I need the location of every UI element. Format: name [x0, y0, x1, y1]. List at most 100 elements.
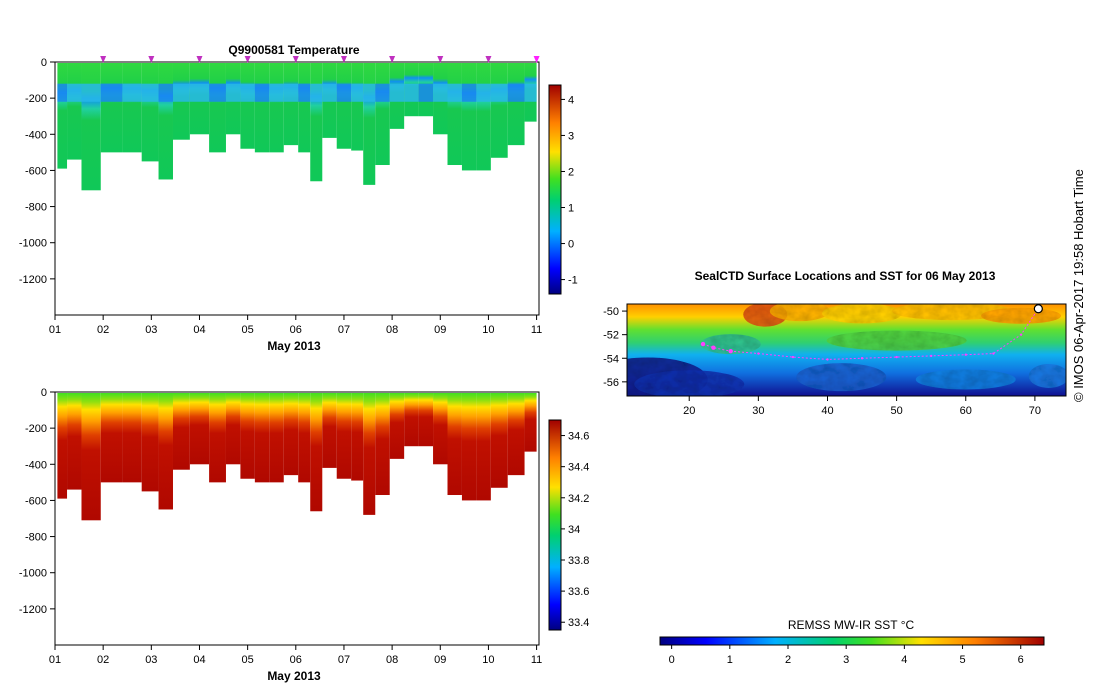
temperature-panel: Q9900581 Temperature 0 -200 -400 -600 -800 -1… — [19, 43, 578, 353]
seal-location-point — [964, 353, 967, 356]
profile-column — [240, 63, 255, 149]
temperature-title: Q9900581 Temperature — [228, 43, 360, 57]
seal-location-point — [860, 357, 864, 360]
cold-layer-segment — [67, 83, 82, 102]
profile-column — [363, 63, 376, 185]
credit-text: © IMOS 06-Apr-2017 19:58 Hobart Time — [1071, 169, 1086, 402]
colorbar-tick-label: 2 — [568, 166, 574, 178]
sst-colorbar-tick-label: 1 — [727, 654, 733, 666]
cold-layer-segment — [254, 83, 270, 102]
x-tick-label: 07 — [338, 654, 350, 666]
profile-column — [67, 63, 82, 160]
sst-colorbar-ticks: 0 1 2 3 4 5 6 — [669, 645, 1024, 666]
sst-latitude-axis: -50 -52 -54 -56 — [603, 306, 627, 389]
profile-column — [189, 393, 210, 465]
cold-layer-segment — [225, 83, 241, 102]
salinity-plot-frame — [54, 391, 540, 646]
x-tick-label: 04 — [193, 654, 205, 666]
x-tick-label: 03 — [145, 324, 157, 336]
profile-column — [363, 393, 376, 515]
salinity-panel: 0 -200 -400 -600 -800 -1000 -1200 01 02 03 04 05 06… — [19, 387, 590, 683]
sst-field — [627, 304, 1066, 396]
colorbar-tick-label: -1 — [568, 275, 578, 287]
cold-layer-segment — [81, 83, 101, 102]
profile-column — [298, 393, 311, 483]
cold-layer-segment — [389, 83, 405, 102]
cold-layer-segment — [490, 83, 508, 102]
x-tick-label: 11 — [531, 654, 542, 666]
temperature-colorbar-ticks: -1 0 1 2 3 4 — [561, 94, 578, 287]
profile-column — [67, 393, 82, 490]
x-tick-label: 04 — [193, 324, 205, 336]
cold-layer-segment — [507, 83, 525, 102]
cold-layer-segment — [433, 83, 448, 102]
sst-colorbar-tick-label: 0 — [669, 654, 675, 666]
sst-map-panel: SealCTD Surface Locations and SST for 06… — [603, 269, 1067, 666]
profile-column — [158, 393, 173, 510]
cold-layer-segment — [447, 83, 462, 102]
lon-tick-label: 20 — [683, 405, 695, 417]
profile-column — [433, 393, 448, 465]
cold-layer-segment — [461, 83, 477, 102]
seal-locations — [700, 304, 1043, 361]
y-tick-label: -400 — [25, 459, 47, 471]
sst-map-title: SealCTD Surface Locations and SST for 06… — [695, 269, 996, 283]
profile-column — [490, 393, 508, 488]
sst-colorbar-tick-label: 6 — [1018, 654, 1024, 666]
profile-column — [81, 393, 101, 521]
sst-patch — [826, 330, 967, 351]
profile-column — [351, 63, 364, 151]
cold-layer-segment — [363, 83, 376, 102]
profile-column — [336, 393, 352, 479]
surface-marker — [100, 56, 107, 63]
cold-layer-segment — [122, 83, 142, 102]
profile-column — [158, 63, 173, 180]
cold-layer-segment — [524, 83, 537, 102]
salinity-x-label: May 2013 — [267, 669, 321, 683]
profile-column — [336, 63, 352, 149]
latest-location-marker — [1033, 304, 1043, 314]
sst-patch — [822, 304, 903, 324]
y-tick-label: -1200 — [19, 274, 47, 286]
x-tick-label: 01 — [49, 324, 61, 336]
seal-location-point — [929, 354, 933, 358]
x-tick-label: 07 — [338, 324, 350, 336]
sst-colorbar-tick-label: 4 — [901, 654, 907, 666]
sst-longitude-axis: 20 30 40 50 60 70 — [683, 396, 1041, 417]
colorbar-tick-label: 34.6 — [568, 431, 589, 443]
profile-column — [447, 393, 462, 496]
surface-marker — [292, 56, 299, 63]
surface-marker — [437, 56, 444, 63]
profile-column — [310, 63, 323, 182]
y-tick-label: -200 — [25, 423, 47, 435]
cold-layer-segment — [269, 83, 284, 102]
salinity-heatmap — [57, 393, 537, 521]
surface-marker — [196, 56, 203, 63]
profile-column — [389, 393, 405, 459]
y-tick-label: -200 — [25, 93, 47, 105]
profile-column — [476, 393, 491, 501]
y-tick-label: -600 — [25, 495, 47, 507]
lon-tick-label: 50 — [890, 405, 902, 417]
seal-location-point — [728, 348, 733, 354]
cold-layer-segment — [336, 83, 352, 102]
lon-tick-label: 30 — [752, 405, 764, 417]
sst-patch — [796, 363, 887, 392]
x-tick-label: 01 — [49, 654, 61, 666]
profile-column — [122, 393, 142, 483]
profile-column — [269, 393, 284, 483]
surface-marker — [533, 56, 540, 63]
lon-tick-label: 60 — [960, 405, 972, 417]
lat-tick-label: -50 — [603, 306, 619, 318]
surface-marker — [389, 56, 396, 63]
sst-patch — [981, 307, 1062, 324]
surface-marker-group — [100, 56, 540, 63]
sst-patch — [634, 370, 745, 396]
sst-colorbar — [659, 636, 1045, 646]
profile-column — [310, 393, 323, 512]
y-tick-label: 0 — [41, 387, 47, 399]
colorbar-tick-label: 0 — [568, 239, 574, 251]
temperature-x-axis: 01 02 03 04 05 06 07 08 09 10 11 — [49, 315, 542, 336]
y-tick-label: 0 — [41, 57, 47, 69]
cold-layer-segment — [100, 83, 123, 102]
